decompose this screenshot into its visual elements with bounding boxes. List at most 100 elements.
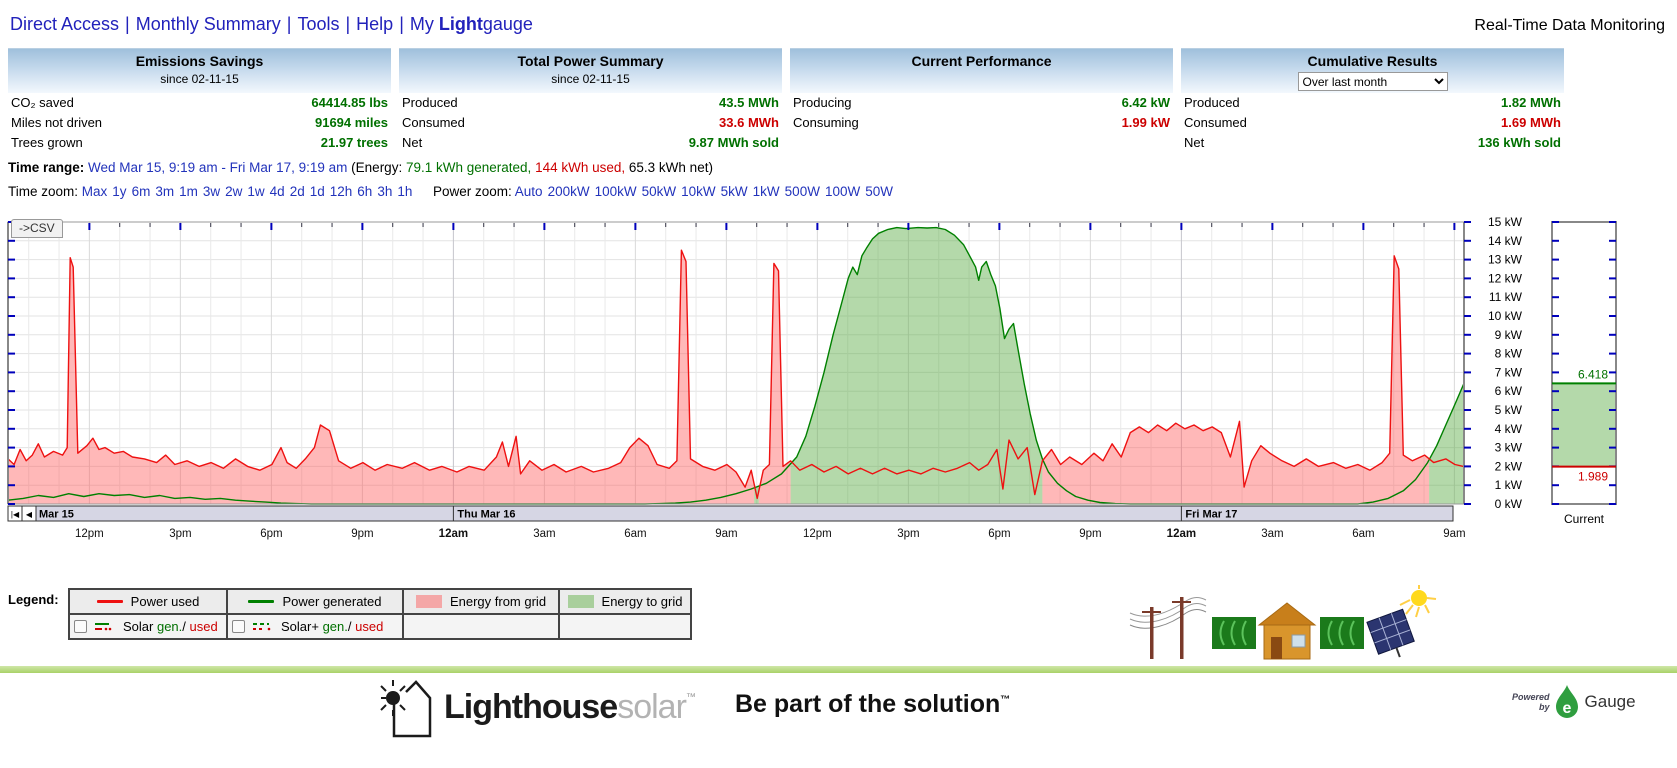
time-zoom-option-6m[interactable]: 6m — [131, 184, 151, 199]
nav-help[interactable]: Help — [356, 14, 394, 34]
time-tick-label: 9am — [1443, 528, 1465, 540]
produced-value: 43.5 MWh — [719, 95, 779, 110]
cumulative-period-select[interactable]: Over last month — [1297, 72, 1448, 91]
power-zoom-option-100w[interactable]: 100W — [824, 184, 861, 199]
panel-title: Current Performance — [911, 53, 1052, 69]
time-zoom-option-3h[interactable]: 3h — [377, 184, 393, 199]
time-zoom-option-max[interactable]: Max — [81, 184, 108, 199]
nav-separator: | — [286, 14, 292, 34]
power-lines-icon — [1129, 597, 1207, 659]
consumed-value: 33.6 MWh — [719, 115, 779, 130]
y-axis-label: 3 kW — [1495, 441, 1523, 455]
footer-divider — [0, 666, 1677, 673]
nav-separator: | — [345, 14, 351, 34]
stat-row: Net 136 kWh sold — [1181, 133, 1564, 153]
time-zoom-option-3w[interactable]: 3w — [202, 184, 221, 199]
energy-generated: 79.1 kWh generated, — [405, 160, 532, 175]
panel-current-performance: Current Performance Producing 6.42 kW Con… — [790, 48, 1173, 133]
flow-from-solar-icon — [1320, 617, 1364, 649]
power-zoom-option-500w[interactable]: 500W — [784, 184, 820, 199]
time-zoom-option-2w[interactable]: 2w — [225, 184, 243, 199]
power-zoom-option-5kw[interactable]: 5kW — [720, 184, 748, 199]
power-zoom-option-10kw[interactable]: 10kW — [681, 184, 716, 199]
nav-my-lightgauge[interactable]: My Lightgauge — [409, 14, 533, 34]
time-zoom-option-2d[interactable]: 2d — [289, 184, 305, 199]
time-zoom-option-3m[interactable]: 3m — [155, 184, 175, 199]
time-zoom-option-1y[interactable]: 1y — [112, 184, 127, 199]
power-zoom-option-50kw[interactable]: 50kW — [641, 184, 677, 199]
y-axis-label: 6 kW — [1495, 384, 1523, 398]
panel-title: Total Power Summary — [517, 53, 664, 69]
y-axis-label: 9 kW — [1495, 328, 1523, 342]
solar-plus-checkbox[interactable] — [232, 620, 245, 633]
stat-row: Trees grown 21.97 trees — [8, 133, 391, 153]
legend-label: Legend: — [8, 592, 59, 607]
power-zoom-option-100kw[interactable]: 100kW — [594, 184, 637, 199]
time-tick-label: 6am — [624, 528, 646, 540]
consuming-value: 1.99 kW — [1121, 115, 1170, 130]
y-axis-label: 1 kW — [1495, 478, 1523, 492]
egauge-wordmark: Gauge — [1584, 692, 1636, 711]
power-zoom-label: Power zoom: — [433, 184, 512, 199]
flow-to-grid-icon — [1212, 617, 1256, 649]
power-zoom-option-auto[interactable]: Auto — [514, 184, 543, 199]
solar-panel-icon — [1366, 608, 1415, 658]
cumulative-consumed-value: 1.69 MWh — [1501, 115, 1561, 130]
time-tick-label: 3pm — [897, 528, 919, 540]
legend-table: Power used Power generated Energy from g… — [68, 588, 692, 640]
legend-empty-cell — [559, 614, 691, 639]
power-chart[interactable]: 0 kW 1 kW 2 kW 3 kW 4 kW 5 kW 6 kW 7 kW 8 kW 9 kW… — [0, 212, 1677, 557]
day-marker-label: Mar 15 — [39, 509, 74, 521]
energy-flow-diagram — [1129, 585, 1437, 660]
time-zoom-option-6h[interactable]: 6h — [357, 184, 373, 199]
nav-direct-access[interactable]: Direct Access — [10, 14, 120, 34]
time-zoom-option-1m[interactable]: 1m — [179, 184, 198, 199]
solar-checkbox[interactable] — [74, 620, 87, 633]
nav-separator: | — [399, 14, 404, 34]
y-axis-label: 15 kW — [1488, 215, 1523, 229]
stat-row: Consuming 1.99 kW — [790, 113, 1173, 133]
nav-monthly-summary[interactable]: Monthly Summary — [135, 14, 281, 34]
slogan: Be part of the solution™ — [735, 690, 1011, 718]
panel-subtitle: since 02-11-15 — [160, 72, 239, 86]
time-range-link[interactable]: Wed Mar 15, 9:19 am - Fri Mar 17, 9:19 a… — [88, 160, 348, 175]
time-tick-label: 9pm — [1079, 528, 1101, 540]
y-axis-label: 11 kW — [1489, 290, 1523, 304]
cumulative-net-value: 136 kWh sold — [1477, 135, 1561, 150]
time-tick-label: 12am — [1167, 528, 1196, 540]
time-zoom-option-1h[interactable]: 1h — [397, 184, 413, 199]
legend-power-used: Power used — [69, 589, 227, 614]
time-zoom-option-1w[interactable]: 1w — [247, 184, 265, 199]
time-zoom-option-4d[interactable]: 4d — [269, 184, 285, 199]
panel-title: Cumulative Results — [1307, 53, 1438, 69]
y-axis-label: 12 kW — [1488, 271, 1523, 285]
house-icon — [1257, 602, 1317, 660]
day-marker-label: Thu Mar 16 — [457, 509, 515, 521]
time-tick-label: 9pm — [351, 528, 373, 540]
chart-areas — [8, 227, 1464, 504]
legend-energy-from-grid: Energy from grid — [403, 589, 559, 614]
miles-value: 91694 miles — [314, 115, 388, 130]
egauge-droplet-icon: e — [1555, 685, 1578, 718]
svg-text:e: e — [1562, 700, 1571, 717]
time-zoom-option-12h[interactable]: 12h — [329, 184, 353, 199]
time-tick-label: 3am — [533, 528, 555, 540]
time-range-label: Time range: — [8, 160, 85, 175]
export-csv-button[interactable]: ->CSV — [11, 219, 63, 238]
time-zoom-option-1d[interactable]: 1d — [309, 184, 325, 199]
power-zoom-option-50w[interactable]: 50W — [865, 184, 893, 199]
scroll-back-button[interactable] — [21, 505, 37, 522]
time-zoom-links: Max 1y 6m 3m 1m 3w 2w 1w 4d 2d 1d 12h 6h 3h 1h — [82, 184, 418, 199]
powered-by-egauge: Powered by e Gauge — [1512, 684, 1636, 720]
producing-value: 6.42 kW — [1121, 95, 1170, 110]
lighthouse-logo-icon — [380, 680, 432, 738]
y-axis-label: 2 kW — [1495, 459, 1523, 473]
stat-row: Producing 6.42 kW — [790, 93, 1173, 113]
power-zoom-option-1kw[interactable]: 1kW — [752, 184, 780, 199]
brand-trademark: ™ — [685, 691, 696, 703]
pink-fill-swatch — [415, 595, 442, 608]
nav-tools[interactable]: Tools — [297, 14, 340, 34]
green-fill-swatch — [567, 595, 594, 608]
power-zoom-option-200kw[interactable]: 200kW — [547, 184, 590, 199]
